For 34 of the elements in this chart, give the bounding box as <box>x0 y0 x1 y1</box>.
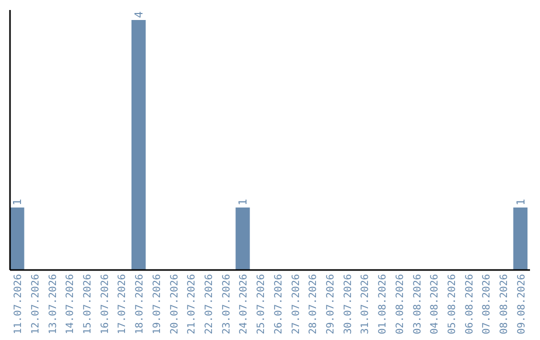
x-tick-label: 30.07.2026 <box>342 274 354 334</box>
x-tick-label: 22.07.2026 <box>204 274 216 334</box>
x-tick-label: 14.07.2026 <box>65 274 76 334</box>
x-tick-label: 15.07.2026 <box>82 274 94 334</box>
x-tick-label: 27.07.2026 <box>290 274 302 334</box>
x-tick-label: 07.08.2026 <box>482 274 493 334</box>
x-tick-label: 13.07.2026 <box>48 274 59 334</box>
x-tick-label: 12.07.2026 <box>30 274 42 334</box>
x-tick-label: 06.08.2026 <box>464 274 476 334</box>
x-tick-label: 01.08.2026 <box>378 274 389 334</box>
data-label: 1 <box>11 198 24 206</box>
x-tick-label: 05.08.2026 <box>446 274 458 334</box>
x-tick-label: 19.07.2026 <box>152 274 163 334</box>
x-tick-label: 23.07.2026 <box>221 274 232 334</box>
x-tick-label: 18.07.2026 <box>134 274 146 334</box>
x-tick-label: 09.08.2026 <box>516 274 528 334</box>
x-tick-label: 21.07.2026 <box>186 274 198 334</box>
x-tick-label: 08.08.2026 <box>499 274 510 334</box>
data-label: 1 <box>514 198 528 206</box>
x-tick-label: 24.07.2026 <box>238 274 250 334</box>
x-tick-label: 26.07.2026 <box>273 274 284 334</box>
x-tick-label: 03.08.2026 <box>412 274 424 334</box>
x-tick-label: 04.08.2026 <box>430 274 441 334</box>
x-tick-label: 20.07.2026 <box>169 274 180 334</box>
data-label: 1 <box>236 198 250 206</box>
x-tick-label: 25.07.2026 <box>256 274 268 334</box>
x-tick-label: 17.07.2026 <box>117 274 128 334</box>
x-tick-label: 31.07.2026 <box>360 274 372 334</box>
x-tick-label: 02.08.2026 <box>394 274 406 334</box>
x-tick-label: 29.07.2026 <box>325 274 336 334</box>
x-tick-label: 11.07.2026 <box>13 274 24 334</box>
data-label: 4 <box>132 11 146 18</box>
x-tick-label: 16.07.2026 <box>100 274 111 334</box>
x-tick-label: 28.07.2026 <box>308 274 320 334</box>
